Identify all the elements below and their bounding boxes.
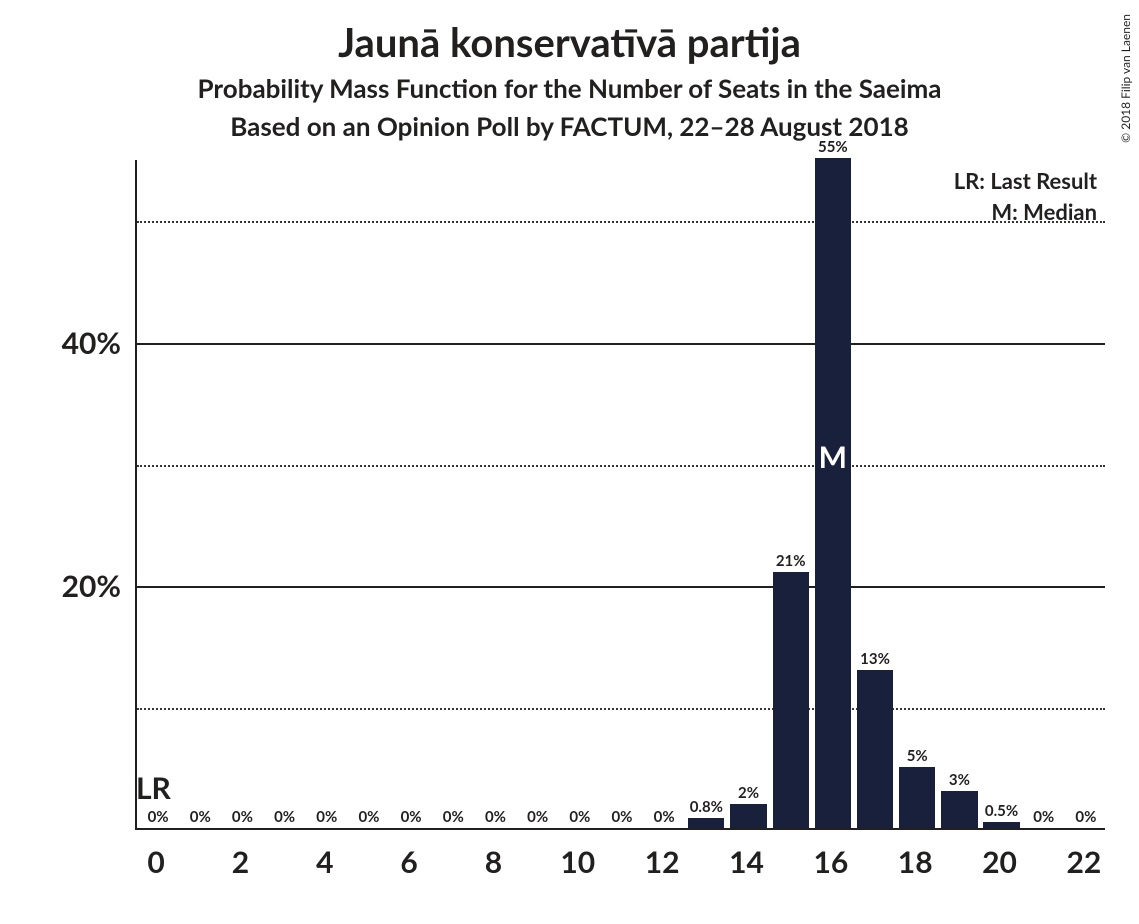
median-marker: M [819, 439, 847, 475]
bar: 5% [899, 767, 935, 828]
bar-value-label: 0% [611, 808, 632, 828]
bar-value-label: 0% [148, 808, 169, 828]
bar-value-label: 0% [358, 808, 379, 828]
x-tick-label: 0 [147, 830, 164, 880]
bar-value-label: 0.5% [985, 802, 1018, 822]
bar-value-label: 55% [818, 138, 848, 158]
gridline-minor [137, 465, 1105, 467]
bar-value-label: 0% [485, 808, 506, 828]
gridline-major [137, 586, 1105, 588]
bar-value-label: 0% [443, 808, 464, 828]
bar-value-label: 0% [654, 808, 675, 828]
x-tick-label: 2 [232, 830, 249, 880]
x-tick-label: 6 [400, 830, 417, 880]
y-tick-label: 40% [62, 325, 135, 361]
bar: 55%M [815, 158, 851, 828]
last-result-marker: LR [136, 770, 171, 806]
chart-subtitle-2: Based on an Opinion Poll by FACTUM, 22–2… [0, 110, 1139, 142]
chart-title: Jaunā konservatīvā partija [0, 18, 1139, 66]
bar-value-label: 0% [569, 808, 590, 828]
bar-value-label: 13% [860, 650, 890, 670]
bar: 13% [857, 670, 893, 828]
bar-value-label: 3% [949, 771, 970, 791]
bar-value-label: 0% [1075, 808, 1096, 828]
bar-value-label: 0.8% [690, 798, 723, 818]
x-tick-label: 8 [485, 830, 502, 880]
gridline-minor [137, 708, 1105, 710]
x-tick-label: 4 [316, 830, 333, 880]
legend: LR: Last Result M: Median [954, 166, 1097, 228]
bar-value-label: 0% [316, 808, 337, 828]
bar-value-label: 0% [190, 808, 211, 828]
bar: 21% [773, 572, 809, 828]
legend-m: M: Median [954, 197, 1097, 228]
x-tick-label: 10 [560, 830, 595, 880]
bar: 2% [730, 804, 766, 828]
x-tick-label: 12 [645, 830, 680, 880]
y-tick-label: 20% [62, 568, 135, 604]
bar-value-label: 0% [274, 808, 295, 828]
x-tick-label: 16 [813, 830, 848, 880]
pmf-bar-chart: 0%0%0%0%0%0%0%0%0%0%0%0%0%0.8%2%21%55%M1… [135, 160, 1105, 830]
bar-value-label: 5% [907, 747, 928, 767]
legend-lr: LR: Last Result [954, 166, 1097, 197]
bar-value-label: 0% [527, 808, 548, 828]
bar-value-label: 0% [1033, 808, 1054, 828]
bar: 3% [941, 791, 977, 828]
x-tick-label: 22 [1067, 830, 1102, 880]
bar-value-label: 2% [738, 784, 759, 804]
x-tick-label: 18 [898, 830, 933, 880]
copyright-text: © 2018 Filip van Laenen [1118, 14, 1133, 143]
bar-value-label: 0% [401, 808, 422, 828]
page: Jaunā konservatīvā partija Probability M… [0, 0, 1139, 924]
chart-subtitle-1: Probability Mass Function for the Number… [0, 72, 1139, 104]
gridline-major [137, 343, 1105, 345]
bar-value-label: 21% [776, 552, 806, 572]
x-tick-label: 14 [729, 830, 764, 880]
bar: 0.5% [983, 822, 1019, 828]
plot-area: 0%0%0%0%0%0%0%0%0%0%0%0%0%0.8%2%21%55%M1… [135, 160, 1105, 830]
bar-value-label: 0% [232, 808, 253, 828]
bar: 0.8% [688, 818, 724, 828]
x-tick-label: 20 [982, 830, 1017, 880]
